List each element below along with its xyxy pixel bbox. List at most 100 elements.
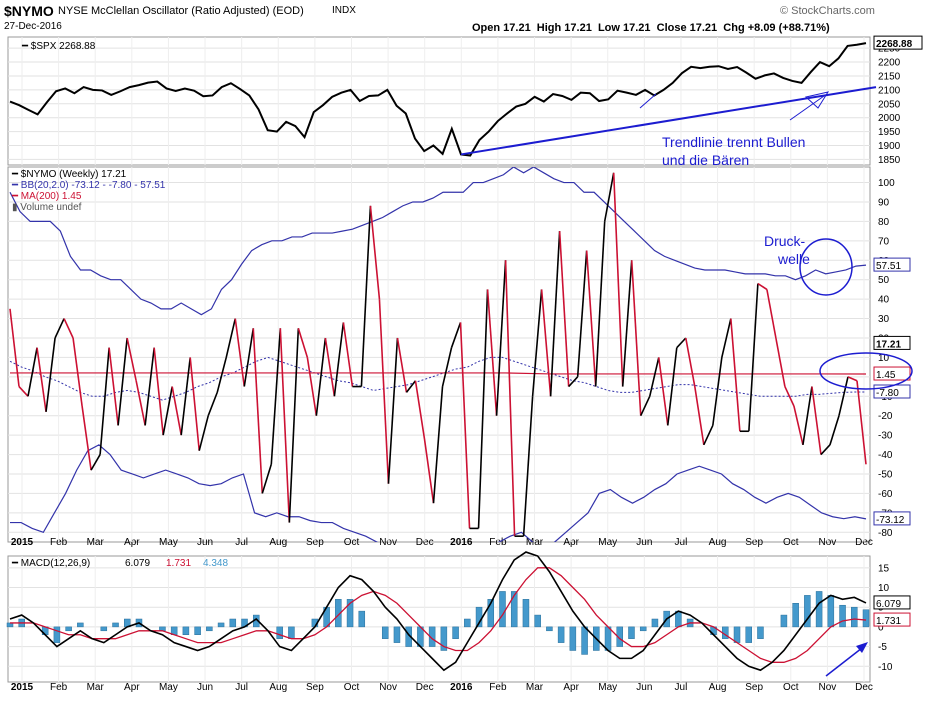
nymo-segment [306, 357, 318, 416]
histogram-bar [862, 609, 870, 628]
x-tick-label: Nov [379, 682, 397, 693]
y-tick-label: -40 [878, 450, 893, 461]
bb-lower-line [10, 444, 867, 542]
histogram-bar [112, 622, 119, 628]
histogram-bar [745, 626, 752, 643]
x-tick-label: Feb [50, 682, 68, 693]
x-tick-label: Jun [636, 682, 652, 693]
histogram-bar [534, 614, 541, 628]
bb-middle-line [9, 356, 866, 401]
nymo-segment [459, 322, 471, 529]
pressure-annotation-line-2: welle [777, 251, 810, 267]
histogram-bar [628, 626, 635, 639]
histogram-bar [206, 626, 213, 632]
nymo-segment [27, 347, 38, 397]
nymo-segment [279, 328, 291, 523]
source-credit: © StockCharts.com [780, 5, 875, 17]
nymo-segment [369, 205, 381, 300]
nymo-segment [594, 221, 606, 387]
macd-legend-hist: 4.348 [203, 558, 228, 569]
y-tick-label: 90 [878, 197, 890, 208]
nymo-segment [829, 415, 840, 446]
x-tick-label: Oct [344, 682, 360, 693]
histogram-bar [194, 626, 201, 635]
value-box-nymo [873, 335, 911, 350]
nymo-segment [748, 283, 759, 432]
nymo-segment [180, 357, 192, 436]
chart-date: 27-Dec-2016 [4, 21, 62, 32]
nymo-segment [126, 337, 137, 381]
nymo-segment [81, 405, 92, 471]
y-tick-label: -10 [878, 662, 893, 673]
nymo-segment [261, 464, 273, 494]
nymo-segment [234, 318, 246, 387]
nymo-segment [252, 328, 264, 494]
histogram-bar [569, 626, 577, 651]
histogram-bar [65, 626, 72, 632]
nymo-segment [477, 289, 489, 529]
y-tick-label: -30 [878, 431, 893, 442]
nymo-segment [820, 444, 831, 456]
histogram-bar [229, 618, 237, 628]
nymo-segment [621, 260, 633, 387]
nymo-segment [90, 454, 101, 471]
histogram-bar [546, 626, 553, 632]
x-tick-label: Feb [489, 537, 507, 548]
nymo-segment [342, 322, 354, 387]
nymo-segment [685, 337, 696, 387]
x-tick-label: Mar [526, 537, 544, 548]
histogram-bar [288, 626, 295, 639]
value-box-bb_upper [873, 257, 911, 272]
histogram-bar [815, 591, 823, 628]
macd-arrow-head [856, 642, 868, 653]
y-tick-label: 0 [878, 622, 884, 633]
nymo-segment [694, 386, 705, 445]
nymo-segment [730, 318, 741, 432]
y-tick-label: -50 [878, 469, 893, 480]
nymo-segment [549, 231, 561, 397]
nymo-segment [766, 289, 777, 339]
x-tick-label: Nov [379, 537, 397, 548]
spx-value-label: 2268.88 [876, 39, 913, 50]
x-tick-label: Jun [197, 537, 213, 548]
histogram-bar [381, 626, 389, 639]
histogram-bar [827, 595, 835, 628]
chart-symbol: $NYMO [4, 3, 54, 19]
x-tick-label: Jun [197, 682, 213, 693]
x-tick-label: Jul [675, 682, 688, 693]
arrow-head [804, 91, 830, 109]
spx-line [9, 42, 867, 157]
nymo-segment [378, 299, 390, 484]
nymo-segment [162, 386, 173, 436]
nymo-plot [9, 167, 867, 542]
x-tick-label: Dec [416, 537, 434, 548]
nymo-segment [225, 318, 237, 358]
x-tick-label: 2015 [11, 682, 34, 693]
nymo-segment [153, 347, 164, 436]
nymo-segment [405, 380, 417, 393]
nymo-segment [666, 347, 678, 426]
nymo-panel-frame [7, 166, 871, 543]
nymo-segment [216, 357, 228, 393]
x-tick-label: Jul [675, 537, 688, 548]
nymo-segment [657, 357, 669, 426]
nymo-segment [243, 328, 255, 387]
x-tick-label: Mar [526, 682, 544, 693]
nymo-segment [802, 386, 813, 445]
nymo-segment [297, 328, 309, 358]
value-box-macd [873, 595, 911, 610]
nymo-segment [63, 318, 74, 339]
volume-legend: ▮ Volume undef [12, 202, 82, 213]
value-box-ma [873, 366, 911, 381]
histogram-bar [804, 595, 811, 628]
histogram-bar [182, 626, 190, 635]
nymo-segment [72, 337, 83, 407]
histogram-bar [77, 622, 84, 628]
nymo-segment [144, 347, 155, 426]
nymo-segment [603, 172, 615, 222]
histogram-bar [851, 606, 858, 628]
histogram-bar [53, 626, 61, 643]
nymo-segment [531, 289, 543, 397]
nymo-segment [504, 260, 516, 537]
trend-annotation-line-2: und die Bären [662, 152, 749, 168]
